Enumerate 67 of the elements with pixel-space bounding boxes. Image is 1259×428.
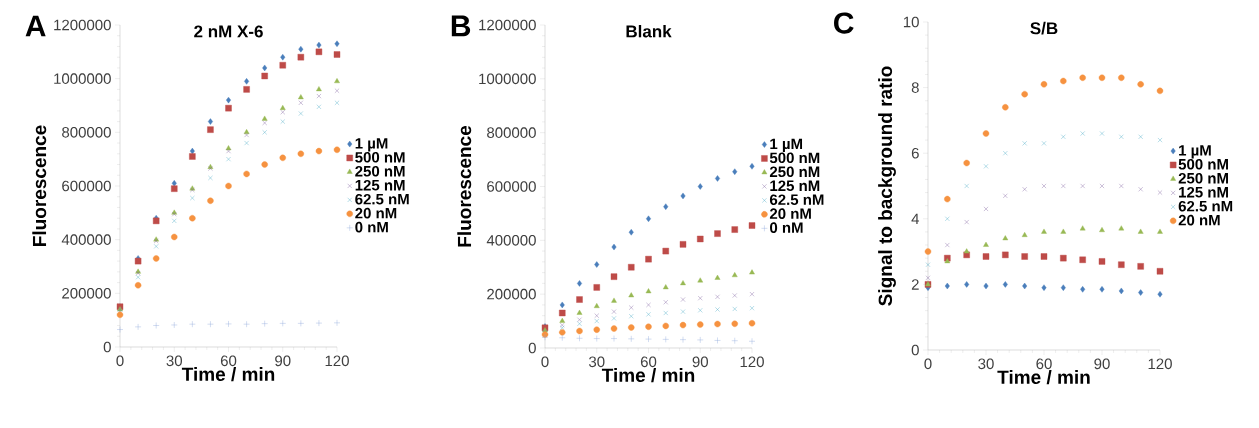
x-tick-label: 30 (166, 355, 183, 367)
y-tick-label: 8 (911, 82, 919, 93)
x-tick-label: 120 (1148, 358, 1172, 370)
x-tick-label: 30 (588, 356, 605, 368)
x-tick-label: 60 (640, 356, 657, 368)
legend-label: 125 nM (1179, 186, 1228, 198)
y-tick-label: 400000 (486, 235, 536, 246)
legend-label: 250 nM (1178, 172, 1228, 184)
legend-label: 62.5 nM (1178, 200, 1233, 212)
legend-label: 1 µM (355, 138, 388, 152)
x-tick-label: 0 (116, 355, 124, 367)
y-tick-label: 400000 (61, 234, 111, 245)
chart-title: 2 nM X-6 (194, 25, 263, 38)
y-tick-label: 800000 (62, 127, 111, 138)
legend-label: 125 nM (355, 179, 405, 191)
legend-label: 62.5 nM (355, 193, 409, 205)
y-tick-label: 200000 (62, 288, 111, 299)
y-tick-label: 0 (103, 341, 111, 353)
y-axis-title: Signal to background ratio (878, 66, 896, 306)
x-tick-label: 60 (220, 355, 237, 367)
x-tick-label: 60 (1036, 358, 1052, 370)
legend-label: 0 nM (770, 222, 803, 233)
y-tick-label: 6 (911, 147, 919, 159)
y-tick-label: 200000 (487, 288, 536, 300)
x-tick-label: 90 (692, 356, 708, 368)
text: C (834, 12, 854, 34)
legend-label: 125 nM (770, 180, 820, 192)
y-tick-label: 0 (528, 342, 536, 354)
legend-label: 0 nM (355, 221, 388, 233)
chart-title: S/B (1030, 21, 1058, 35)
legend-label: 250 nM (769, 166, 820, 178)
legend-label: 62.5 nM (769, 194, 824, 206)
legend-label: 500 nM (355, 151, 405, 163)
legend-label: 250 nM (355, 165, 405, 177)
x-axis-title: Time / min (997, 370, 1090, 385)
x-tick-label: 0 (541, 356, 549, 368)
y-tick-label: 10 (903, 16, 919, 28)
y-tick-label: 1200000 (479, 19, 536, 31)
legend-label: 1 µM (1179, 145, 1211, 159)
y-tick-label: 2 (911, 279, 919, 290)
legend-label: 500 nM (1178, 158, 1228, 170)
legend-label: 20 nM (769, 208, 811, 219)
legend-label: 500 nM (769, 152, 820, 164)
x-tick-label: 30 (978, 358, 994, 370)
text: B (451, 15, 471, 37)
x-tick-label: 90 (1094, 358, 1110, 370)
x-tick-label: 0 (924, 358, 932, 370)
legend-label: 1 µM (770, 138, 803, 153)
y-tick-label: 1000000 (479, 73, 536, 85)
x-tick-label: 120 (325, 355, 349, 367)
y-tick-label: 0 (911, 344, 919, 356)
y-tick-label: 600000 (487, 181, 536, 192)
x-axis-title: Time / min (181, 367, 275, 382)
y-tick-label: 600000 (62, 180, 111, 192)
y-tick-label: 1200000 (54, 19, 111, 31)
text: A (25, 15, 46, 37)
y-tick-label: 4 (911, 213, 920, 224)
y-axis-title: Fluorescence (32, 125, 47, 246)
legend-label: 20 nM (1178, 214, 1220, 226)
legend-label: 20 nM (355, 207, 397, 219)
chart-title: Blank (626, 24, 672, 38)
x-axis-title: Time / min (601, 368, 695, 383)
y-tick-label: 1000000 (54, 73, 111, 84)
y-axis-title: Fluorescence (457, 125, 472, 247)
x-tick-label: 90 (275, 355, 291, 367)
x-tick-label: 120 (740, 356, 764, 368)
y-tick-label: 800000 (487, 127, 536, 138)
